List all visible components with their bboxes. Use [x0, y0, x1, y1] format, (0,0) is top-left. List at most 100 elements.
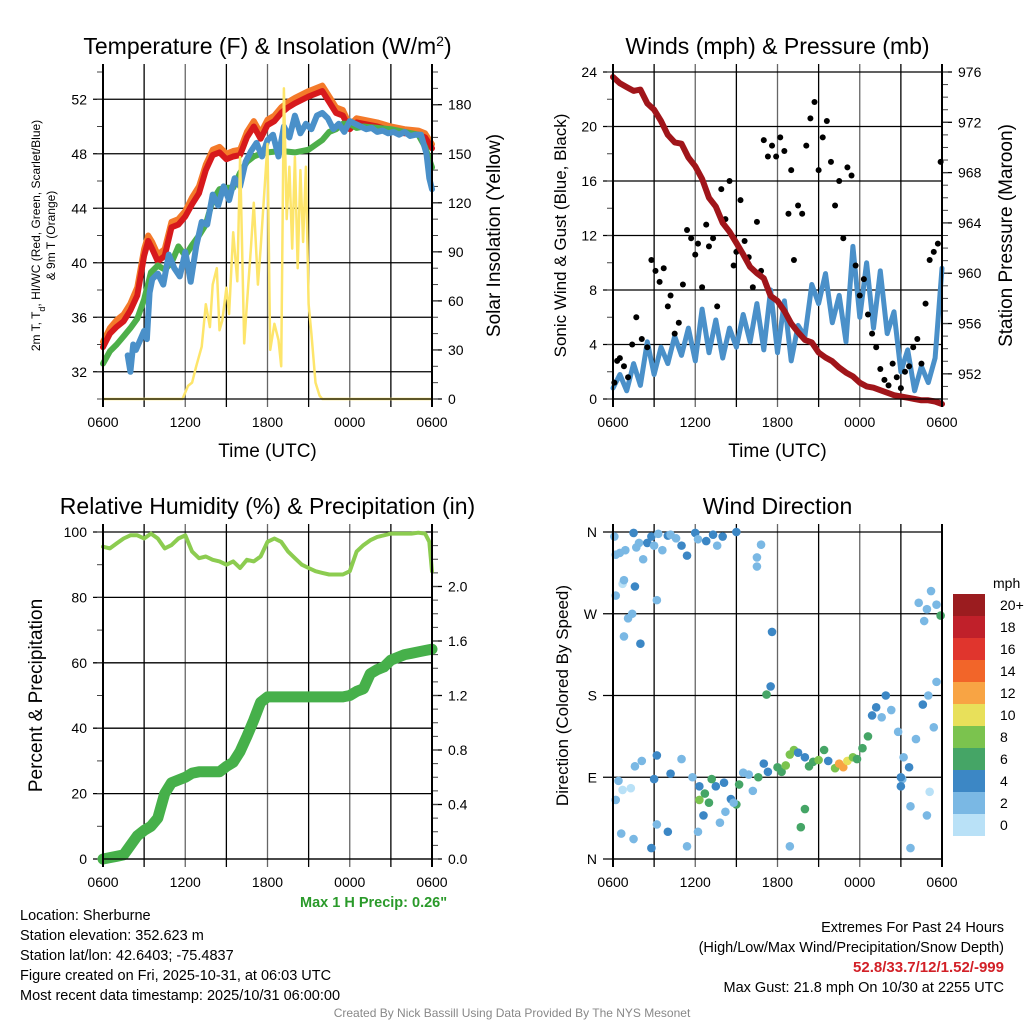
latlon-text: Station lat/lon: 42.6403; -75.4837 — [20, 948, 234, 964]
y-tick-label: 48 — [71, 146, 87, 162]
direction-point — [688, 772, 697, 782]
direction-point — [619, 575, 629, 585]
x-tick-label: 0600 — [926, 874, 957, 890]
extremes-subtitle: (High/Low/Max Wind/Precipitation/Snow De… — [698, 940, 1004, 956]
colorbar-label: 16 — [1000, 641, 1016, 657]
direction-point — [925, 787, 934, 797]
colorbar-label: 8 — [1000, 729, 1008, 745]
gust-point — [675, 319, 682, 326]
direction-point — [763, 767, 773, 777]
gust-point — [638, 336, 645, 343]
direction-point — [647, 532, 656, 541]
x-tick-label: 1200 — [170, 414, 201, 430]
y2-tick-label: 960 — [958, 265, 982, 281]
colorbar-label: 4 — [1000, 773, 1008, 789]
gust-point — [648, 257, 655, 264]
y2-tick-label: 0.0 — [448, 851, 468, 867]
direction-point — [647, 843, 656, 853]
colorbar-swatch — [953, 726, 985, 748]
colorbar-label: 14 — [1000, 663, 1016, 679]
gust-point — [737, 197, 744, 204]
y2-tick-label: 0.8 — [448, 742, 468, 758]
recent-timestamp-text: Most recent data timestamp: 2025/10/31 0… — [20, 988, 341, 1004]
y2-tick-label: 952 — [958, 366, 982, 382]
y-tick-label: N — [587, 524, 597, 540]
direction-point — [919, 616, 929, 626]
direction-point — [649, 541, 659, 550]
y2-tick-label: 1.6 — [448, 633, 468, 649]
gust-point — [753, 218, 760, 225]
direction-point — [630, 762, 640, 771]
y-tick-label: 12 — [581, 228, 597, 244]
gust-point — [856, 292, 863, 299]
y-tick-label: 32 — [71, 364, 87, 380]
label-part: 2m T, T — [29, 311, 43, 351]
direction-point — [796, 822, 806, 832]
gust-point — [785, 210, 792, 217]
gust-point — [881, 376, 888, 383]
direction-point — [707, 774, 716, 784]
gust-point — [832, 202, 839, 209]
colorbar-swatch — [953, 638, 985, 660]
gust-point — [897, 385, 904, 392]
direction-point — [718, 532, 727, 541]
direction-point — [629, 528, 638, 538]
x-tick-label: 0000 — [844, 414, 875, 430]
created-text: Figure created on Fri, 2025-10-31, at 06… — [20, 968, 332, 984]
direction-point — [701, 536, 711, 546]
direction-point — [677, 754, 686, 764]
y2-tick-label: 180 — [448, 97, 472, 113]
y-tick-label: 8 — [589, 282, 597, 298]
colorbar-label: 20+ — [1000, 597, 1024, 613]
direction-point — [732, 527, 741, 537]
direction-point — [893, 727, 903, 737]
credit-text: Created By Nick Bassill Using Data Provi… — [333, 1006, 691, 1020]
title-superscript: 2 — [436, 33, 444, 49]
gust-point — [848, 172, 855, 179]
gust-point — [860, 276, 867, 283]
direction-point — [814, 755, 823, 765]
gust-point — [885, 382, 892, 389]
x-axis-label: Time (UTC) — [728, 441, 827, 462]
gust-point — [926, 257, 933, 264]
gust-point — [795, 202, 802, 209]
gust-point — [760, 137, 767, 144]
direction-point — [621, 545, 630, 555]
x-tick-label: 0600 — [416, 414, 447, 430]
x-tick-label: 0600 — [416, 874, 447, 890]
gust-point — [914, 336, 921, 343]
y-tick-label: W — [584, 606, 598, 622]
direction-point — [719, 778, 729, 787]
direction-point — [637, 756, 647, 766]
colorbar-swatch — [953, 594, 985, 616]
x-tick-label: 0600 — [87, 414, 118, 430]
y2-tick-label: 60 — [448, 293, 464, 309]
direction-point — [932, 600, 941, 609]
x-tick-label: 1200 — [680, 414, 711, 430]
chart-title: Wind Direction — [703, 493, 853, 519]
gust-point — [823, 118, 830, 125]
gust-point — [781, 148, 788, 155]
direction-point — [922, 811, 932, 820]
direction-point — [800, 804, 810, 814]
direction-point — [616, 829, 626, 838]
colorbar-label: 10 — [1000, 707, 1016, 723]
series-sonic-wind — [610, 243, 945, 394]
direction-point — [929, 722, 939, 732]
direction-point — [922, 604, 932, 614]
y2-tick-label: 90 — [448, 244, 464, 260]
direction-point — [926, 586, 936, 596]
chart-winds: Winds (mph) & Pressure (mb) 0600 1200 1800 0… — [551, 33, 1017, 462]
gust-point — [773, 153, 780, 160]
colorbar-swatch — [953, 616, 985, 638]
direction-point — [629, 834, 638, 844]
gust-point — [799, 210, 806, 217]
gust-point — [710, 235, 717, 242]
gust-point — [889, 360, 896, 367]
gust-point — [620, 363, 627, 370]
colorbar-swatch — [953, 682, 985, 704]
direction-point — [630, 582, 640, 591]
direction-point — [839, 762, 848, 772]
direction-point — [767, 627, 777, 637]
gust-point — [625, 374, 632, 381]
